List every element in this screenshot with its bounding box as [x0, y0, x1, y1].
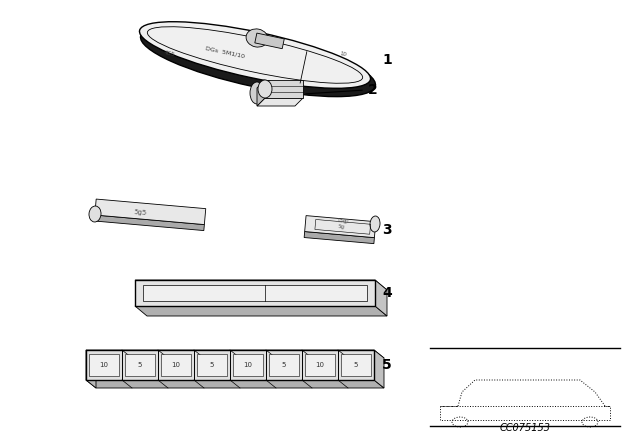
Polygon shape — [161, 354, 191, 376]
Polygon shape — [374, 350, 384, 388]
Polygon shape — [143, 285, 367, 301]
Text: 5: 5 — [354, 362, 358, 368]
Ellipse shape — [258, 80, 272, 98]
Text: DGs  5M1/10: DGs 5M1/10 — [205, 45, 245, 59]
Ellipse shape — [246, 29, 268, 47]
Text: CC075153: CC075153 — [499, 423, 550, 433]
Text: 15g/
5g: 15g/ 5g — [335, 218, 349, 230]
Polygon shape — [305, 354, 335, 376]
Text: 10: 10 — [99, 362, 109, 368]
Text: 2: 2 — [368, 83, 378, 97]
Polygon shape — [86, 350, 96, 388]
Text: 5: 5 — [210, 362, 214, 368]
Text: 4: 4 — [382, 286, 392, 300]
Text: 10: 10 — [172, 362, 180, 368]
Polygon shape — [135, 306, 387, 316]
Text: 5: 5 — [138, 362, 142, 368]
Polygon shape — [341, 354, 371, 376]
Polygon shape — [197, 354, 227, 376]
Polygon shape — [257, 98, 303, 106]
Text: 5: 5 — [382, 358, 392, 372]
Polygon shape — [86, 380, 384, 388]
Polygon shape — [255, 33, 284, 49]
Polygon shape — [135, 280, 387, 290]
Polygon shape — [304, 232, 374, 244]
Polygon shape — [257, 80, 265, 106]
Polygon shape — [233, 354, 263, 376]
Polygon shape — [135, 280, 375, 306]
Ellipse shape — [141, 26, 376, 97]
Polygon shape — [305, 215, 376, 237]
Polygon shape — [95, 199, 205, 224]
Polygon shape — [375, 280, 387, 316]
Text: 10: 10 — [339, 51, 347, 57]
Text: 3: 3 — [382, 223, 392, 237]
Text: 10: 10 — [243, 362, 253, 368]
Polygon shape — [86, 350, 384, 358]
Ellipse shape — [250, 82, 264, 104]
Ellipse shape — [370, 216, 380, 232]
Ellipse shape — [140, 22, 371, 88]
Text: 5: 5 — [282, 362, 286, 368]
Text: 4G5: 4G5 — [164, 50, 176, 58]
Text: 10: 10 — [316, 362, 324, 368]
Polygon shape — [89, 354, 119, 376]
Polygon shape — [125, 354, 155, 376]
Polygon shape — [269, 354, 299, 376]
Text: 5g5: 5g5 — [133, 209, 147, 216]
Polygon shape — [94, 215, 204, 231]
Ellipse shape — [89, 206, 101, 222]
Text: 1: 1 — [382, 53, 392, 67]
Polygon shape — [86, 350, 374, 380]
Polygon shape — [265, 80, 303, 98]
